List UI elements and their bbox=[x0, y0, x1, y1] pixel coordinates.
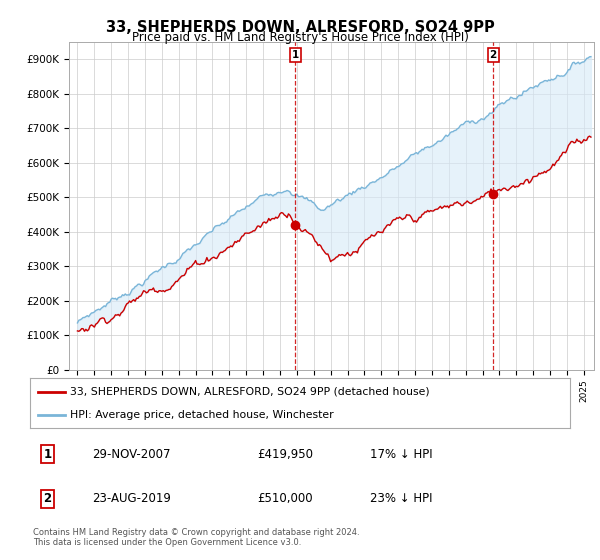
Text: 29-NOV-2007: 29-NOV-2007 bbox=[92, 448, 170, 461]
Text: Contains HM Land Registry data © Crown copyright and database right 2024.
This d: Contains HM Land Registry data © Crown c… bbox=[33, 528, 359, 547]
Text: 33, SHEPHERDS DOWN, ALRESFORD, SO24 9PP: 33, SHEPHERDS DOWN, ALRESFORD, SO24 9PP bbox=[106, 20, 494, 35]
Text: 23-AUG-2019: 23-AUG-2019 bbox=[92, 492, 171, 505]
Text: 1: 1 bbox=[292, 50, 299, 60]
Text: 23% ↓ HPI: 23% ↓ HPI bbox=[370, 492, 433, 505]
Text: 17% ↓ HPI: 17% ↓ HPI bbox=[370, 448, 433, 461]
Text: 33, SHEPHERDS DOWN, ALRESFORD, SO24 9PP (detached house): 33, SHEPHERDS DOWN, ALRESFORD, SO24 9PP … bbox=[71, 386, 430, 396]
Text: 1: 1 bbox=[44, 448, 52, 461]
Text: 2: 2 bbox=[44, 492, 52, 505]
Text: HPI: Average price, detached house, Winchester: HPI: Average price, detached house, Winc… bbox=[71, 410, 334, 420]
Text: £510,000: £510,000 bbox=[257, 492, 313, 505]
Text: 2: 2 bbox=[490, 50, 497, 60]
Text: Price paid vs. HM Land Registry's House Price Index (HPI): Price paid vs. HM Land Registry's House … bbox=[131, 31, 469, 44]
Text: £419,950: £419,950 bbox=[257, 448, 313, 461]
